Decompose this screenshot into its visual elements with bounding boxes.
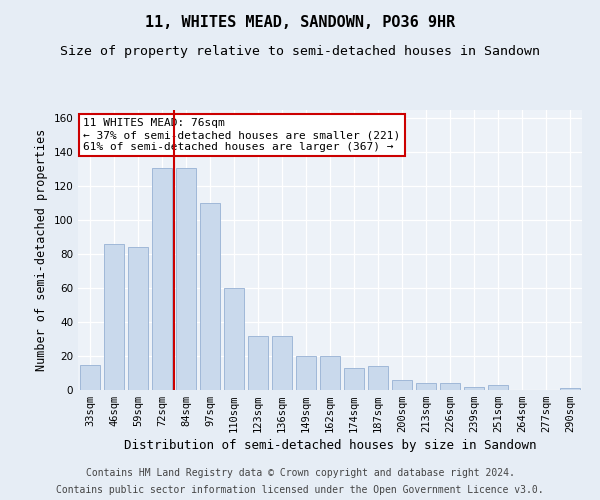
Bar [80, 364, 100, 390]
Bar [224, 288, 244, 390]
Bar [440, 383, 460, 390]
Bar [104, 244, 124, 390]
Text: Contains HM Land Registry data © Crown copyright and database right 2024.: Contains HM Land Registry data © Crown c… [86, 468, 514, 477]
Bar [560, 388, 580, 390]
Bar [248, 336, 268, 390]
Bar [368, 366, 388, 390]
X-axis label: Distribution of semi-detached houses by size in Sandown: Distribution of semi-detached houses by … [124, 440, 536, 452]
Bar [200, 204, 220, 390]
Bar [152, 168, 172, 390]
Bar [128, 248, 148, 390]
Text: 11 WHITES MEAD: 76sqm
← 37% of semi-detached houses are smaller (221)
61% of sem: 11 WHITES MEAD: 76sqm ← 37% of semi-deta… [83, 118, 400, 152]
Bar [296, 356, 316, 390]
Bar [320, 356, 340, 390]
Text: 11, WHITES MEAD, SANDOWN, PO36 9HR: 11, WHITES MEAD, SANDOWN, PO36 9HR [145, 15, 455, 30]
Y-axis label: Number of semi-detached properties: Number of semi-detached properties [35, 129, 48, 371]
Bar [176, 168, 196, 390]
Text: Size of property relative to semi-detached houses in Sandown: Size of property relative to semi-detach… [60, 45, 540, 58]
Text: Contains public sector information licensed under the Open Government Licence v3: Contains public sector information licen… [56, 485, 544, 495]
Bar [416, 383, 436, 390]
Bar [344, 368, 364, 390]
Bar [488, 385, 508, 390]
Bar [272, 336, 292, 390]
Bar [392, 380, 412, 390]
Bar [464, 386, 484, 390]
